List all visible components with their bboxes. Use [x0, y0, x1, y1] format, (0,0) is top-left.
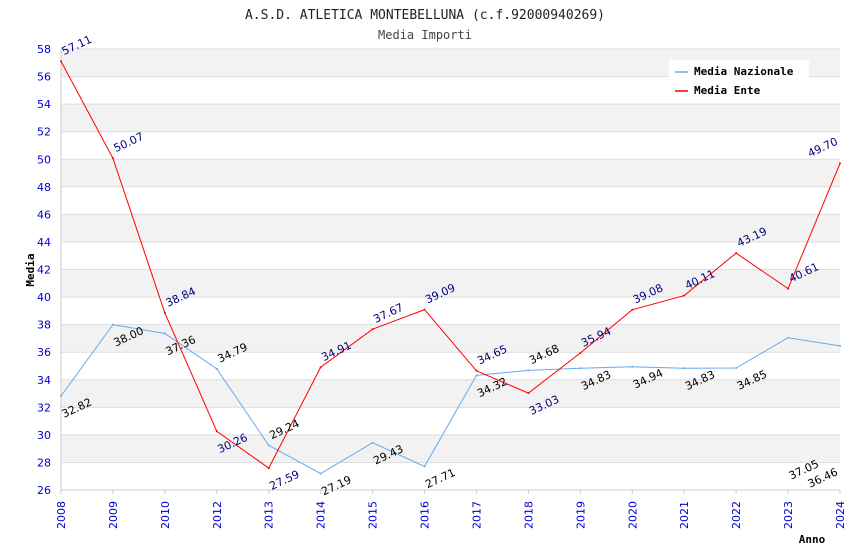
data-point [215, 430, 218, 433]
x-axis-label: Anno [799, 533, 826, 546]
y-tick-label: 50 [37, 153, 51, 166]
y-tick-label: 30 [37, 429, 51, 442]
data-point [631, 308, 634, 311]
data-point [163, 332, 166, 335]
data-point [163, 312, 166, 315]
y-tick-label: 38 [37, 319, 51, 332]
grid-band [61, 324, 840, 353]
data-point [683, 294, 686, 297]
grid-band [61, 186, 840, 215]
grid-band [61, 379, 840, 408]
y-tick-label: 46 [37, 208, 51, 221]
y-tick-label: 36 [37, 346, 51, 359]
chart-title: A.S.D. ATLETICA MONTEBELLUNA (c.f.920009… [245, 8, 605, 23]
grid-band [61, 434, 840, 463]
data-point [475, 374, 478, 377]
data-point [215, 367, 218, 370]
y-tick-label: 26 [37, 484, 51, 497]
data-point [371, 441, 374, 444]
x-tick-label: 2014 [315, 501, 328, 529]
y-tick-label: 56 [37, 71, 51, 84]
y-tick-label: 44 [37, 236, 51, 249]
y-tick-label: 32 [37, 401, 51, 414]
x-tick-label: 2019 [574, 501, 587, 529]
data-point [579, 367, 582, 370]
x-tick-label: 2022 [730, 501, 743, 529]
legend: Media Nazionale Media Ente [669, 60, 809, 102]
chart-subtitle: Media Importi [378, 28, 472, 42]
grid-band [61, 352, 840, 380]
data-point [423, 465, 426, 468]
y-tick-label: 58 [37, 43, 51, 56]
x-tick-label: 2013 [263, 501, 276, 529]
x-tick-label: 2008 [55, 501, 68, 529]
data-point [111, 157, 114, 160]
grid-band [61, 297, 840, 325]
data-point [787, 336, 790, 339]
x-tick-label: 2020 [626, 501, 639, 529]
x-tick-label: 2012 [211, 501, 224, 529]
data-point [839, 162, 841, 165]
y-tick-label: 40 [37, 291, 51, 304]
data-point [60, 60, 62, 63]
y-axis-label: Media [24, 253, 37, 286]
x-tick-label: 2016 [419, 501, 432, 529]
y-tick-label: 42 [37, 264, 51, 277]
data-point [527, 392, 530, 395]
data-point [475, 369, 478, 372]
data-point [319, 472, 322, 475]
grid-band [61, 241, 840, 270]
x-tick-label: 2023 [782, 501, 795, 529]
y-tick-label: 48 [37, 181, 51, 194]
legend-label-nazionale: Media Nazionale [694, 65, 794, 78]
x-tick-label: 2010 [159, 501, 172, 529]
data-point [579, 352, 582, 355]
data-point [527, 369, 530, 372]
x-tick-label: 2024 [834, 501, 847, 529]
data-point [319, 366, 322, 369]
data-point [371, 328, 374, 331]
y-tick-label: 52 [37, 126, 51, 139]
data-point [423, 308, 426, 311]
series-line-nazionale [60, 324, 841, 475]
y-tick-label: 34 [37, 374, 51, 387]
x-tick-label: 2015 [367, 501, 380, 529]
data-point [111, 323, 114, 326]
y-tick-label: 28 [37, 456, 51, 469]
series-line-ente [60, 61, 841, 469]
x-tick-label: 2009 [107, 501, 120, 529]
data-point [839, 344, 841, 347]
grid-band [61, 159, 840, 187]
data-point [787, 287, 790, 290]
grid-band [61, 462, 840, 490]
grid-band [61, 214, 840, 242]
data-point [267, 467, 270, 470]
grid-band [61, 104, 840, 132]
x-tick-label: 2017 [470, 501, 483, 529]
legend-label-ente: Media Ente [694, 84, 761, 97]
y-tick-label: 54 [37, 98, 51, 111]
data-point [60, 395, 62, 398]
x-tick-label: 2021 [678, 501, 691, 529]
x-tick-label: 2018 [522, 501, 535, 529]
data-point [683, 367, 686, 370]
data-point [631, 365, 634, 368]
data-point [735, 367, 738, 370]
grid-band [61, 131, 840, 160]
data-point [735, 252, 738, 255]
data-point [267, 444, 270, 447]
